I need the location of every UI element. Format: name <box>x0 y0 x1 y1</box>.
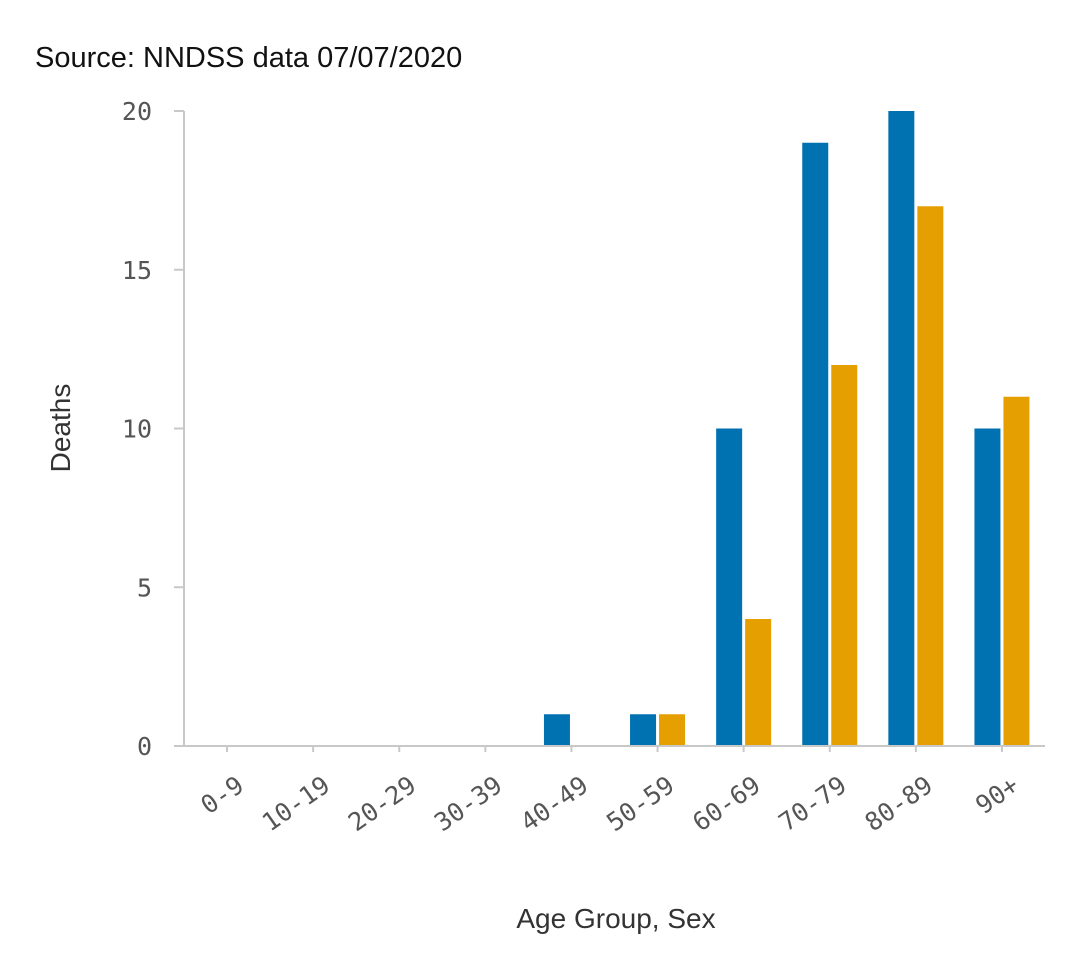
bar-series-2-90+ <box>1003 396 1030 746</box>
x-tick-label: 70-79 <box>773 770 851 837</box>
x-tick-label: 50-59 <box>601 770 679 837</box>
x-axis-ticks: 0-9 10-19 20-29 30-39 40-49 50-59 60-69 70-79 80… <box>195 746 1024 837</box>
bar-series-2-50-59 <box>659 714 686 746</box>
bar-series-1-80-89 <box>888 111 915 746</box>
bar-series-1-70-79 <box>802 142 829 746</box>
x-tick-label: 0-9 <box>195 770 249 820</box>
x-tick-label: 80-89 <box>860 770 938 837</box>
y-axis-title: Deaths <box>45 384 76 473</box>
y-axis-ticks: 0 5 10 15 20 <box>122 97 184 761</box>
y-tick-label: 10 <box>122 415 152 444</box>
x-tick-label: 30-39 <box>429 770 507 837</box>
y-tick-label: 15 <box>122 256 152 285</box>
y-tick-label: 0 <box>137 732 152 761</box>
x-axis-title: Age Group, Sex <box>516 903 715 934</box>
bar-series-2-80-89 <box>917 206 944 746</box>
x-tick-label: 40-49 <box>515 770 593 837</box>
bar-group <box>543 111 1030 746</box>
bar-series-1-60-69 <box>716 428 743 746</box>
chart-subtitle: Source: NNDSS data 07/07/2020 <box>35 42 463 74</box>
x-tick-label: 10-19 <box>257 770 335 837</box>
x-tick-label: 60-69 <box>687 770 765 837</box>
bar-series-1-50-59 <box>630 714 657 746</box>
bar-series-2-60-69 <box>745 619 772 746</box>
x-tick-label: 20-29 <box>343 770 421 837</box>
bar-series-1-40-49 <box>543 714 570 746</box>
x-tick-label: 90+ <box>970 770 1024 820</box>
bar-series-1-90+ <box>974 428 1001 746</box>
y-tick-label: 5 <box>137 573 152 602</box>
bar-series-2-70-79 <box>831 365 858 746</box>
y-tick-label: 20 <box>122 97 152 126</box>
